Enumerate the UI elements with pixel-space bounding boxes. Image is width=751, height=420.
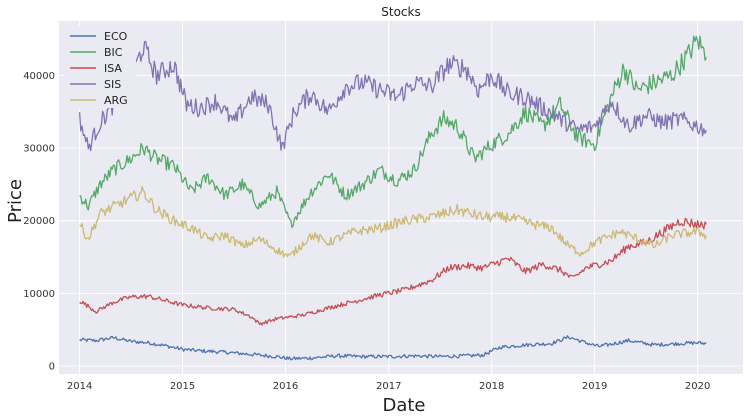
x-tick-labels: 2014 2015 2016 2017 2018 2019 2020 xyxy=(67,381,710,392)
legend-entries: ECO BIC ISA SIS ARG xyxy=(70,30,128,107)
series-line-bic xyxy=(79,35,707,229)
series-line-arg xyxy=(79,185,707,258)
legend-label-isa: ISA xyxy=(104,62,122,75)
legend-label-eco: ECO xyxy=(104,30,128,43)
x-tick-label: 2018 xyxy=(479,381,504,392)
vertical-gridlines xyxy=(79,21,699,374)
series-line-isa xyxy=(79,217,707,326)
legend-label-bic: BIC xyxy=(104,46,123,59)
y-tick-label: 20000 xyxy=(23,216,55,227)
x-tick-label: 2020 xyxy=(685,381,710,392)
series-line-sis xyxy=(78,40,707,152)
y-tick-label: 0 xyxy=(49,362,55,373)
y-axis-title: Price xyxy=(5,179,26,223)
x-tick-label: 2016 xyxy=(273,381,298,392)
legend: ECO BIC ISA SIS ARG xyxy=(64,26,136,108)
legend-label-sis: SIS xyxy=(104,78,121,91)
x-axis-title: Date xyxy=(382,395,425,416)
y-tick-label: 40000 xyxy=(23,71,55,82)
y-tick-label: 30000 xyxy=(23,144,55,155)
x-tick-label: 2017 xyxy=(376,381,401,392)
series-line-eco xyxy=(79,335,707,361)
legend-box xyxy=(64,26,136,108)
x-tick-label: 2014 xyxy=(67,381,92,392)
plot-area xyxy=(59,21,743,374)
series-lines xyxy=(78,35,707,361)
y-tick-label: 10000 xyxy=(23,289,55,300)
x-tick-label: 2019 xyxy=(582,381,607,392)
chart-title: Stocks xyxy=(381,5,420,19)
y-tick-labels: 0 10000 20000 30000 40000 xyxy=(23,71,55,373)
legend-label-arg: ARG xyxy=(104,94,128,107)
x-tick-label: 2015 xyxy=(170,381,195,392)
